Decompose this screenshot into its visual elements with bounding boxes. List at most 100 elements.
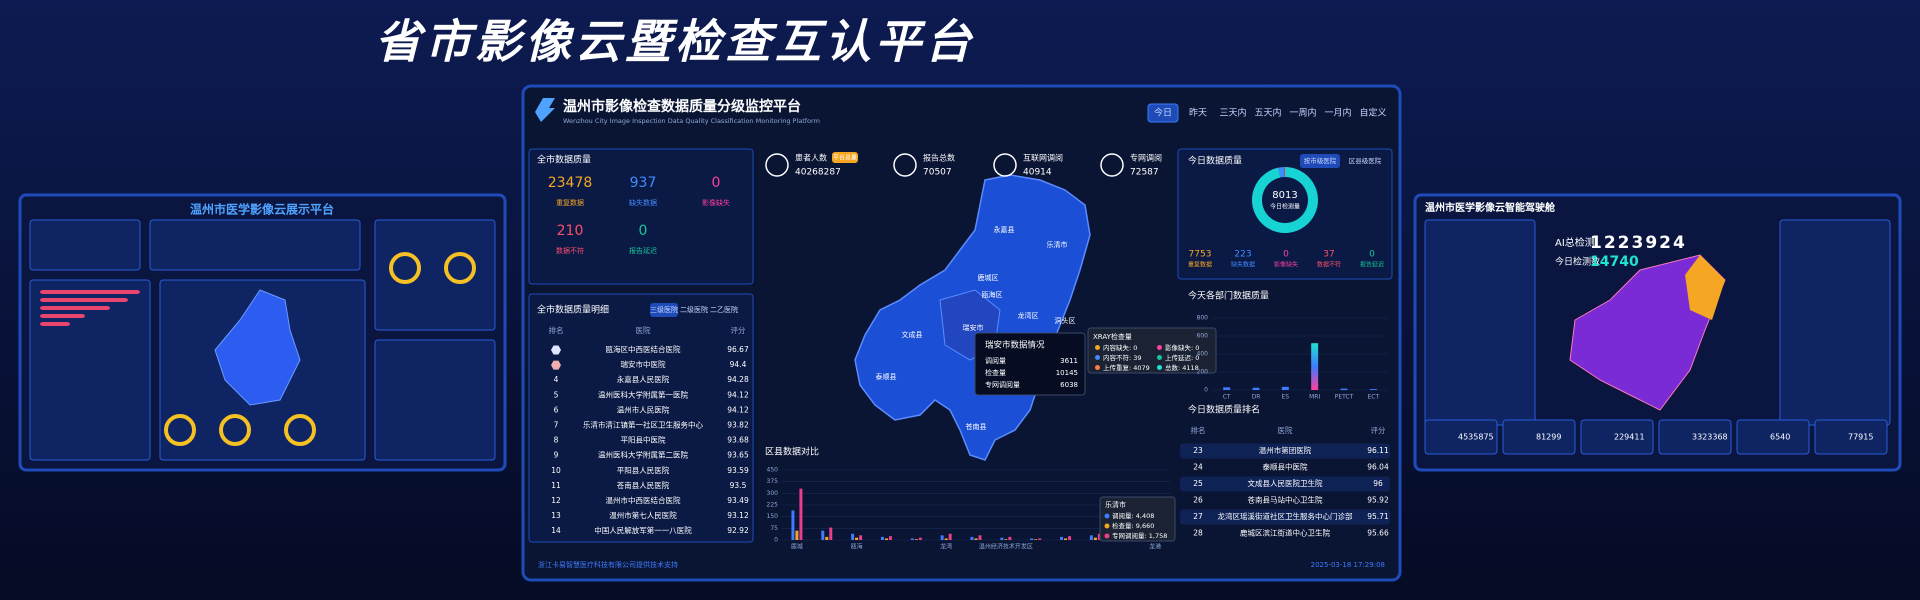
right-stat: 81299 bbox=[1536, 433, 1561, 442]
bar bbox=[1034, 539, 1038, 540]
map-label[interactable]: 瑞安市 bbox=[963, 323, 984, 332]
y-tick-label: 0 bbox=[1204, 387, 1208, 394]
map-label[interactable]: 瓯海区 bbox=[982, 290, 1003, 299]
today-value: 0 bbox=[1283, 250, 1289, 260]
center-title: 温州市影像检查数据质量分级监控平台 bbox=[563, 98, 801, 115]
x-tick-label: 龙湾 bbox=[940, 543, 952, 551]
quality-value: 0 bbox=[712, 175, 721, 191]
bar bbox=[855, 537, 859, 540]
map-label[interactable]: 永嘉县 bbox=[994, 225, 1015, 234]
table-cell: 6 bbox=[554, 405, 559, 414]
time-tab[interactable]: 一月内 bbox=[1324, 107, 1351, 119]
legend-swatch bbox=[1095, 365, 1100, 370]
bar bbox=[914, 539, 918, 540]
table-header: 排名 bbox=[549, 325, 564, 335]
today-label: 重复数据 bbox=[1188, 261, 1212, 269]
time-tab[interactable]: 五天内 bbox=[1254, 107, 1281, 119]
bar bbox=[1093, 537, 1097, 540]
bar bbox=[825, 536, 829, 540]
time-tab[interactable]: 自定义 bbox=[1359, 107, 1386, 119]
y-tick-label: 400 bbox=[1197, 351, 1209, 358]
map-label[interactable]: 乐清市 bbox=[1047, 240, 1068, 249]
table-cell: 94.4 bbox=[730, 360, 747, 369]
table-cell: 7 bbox=[554, 421, 559, 430]
row-stripe bbox=[1180, 443, 1390, 459]
table-cell: 泰顺县中医院 bbox=[1263, 462, 1308, 472]
map-label[interactable]: 龙湾区 bbox=[1018, 311, 1039, 320]
today-label: 影像缺失 bbox=[1274, 261, 1298, 269]
today-value: 7753 bbox=[1189, 250, 1212, 260]
table-cell: 温州医科大学附属第二医院 bbox=[598, 450, 688, 460]
bar bbox=[791, 510, 795, 540]
legend-dot bbox=[1104, 513, 1110, 519]
time-tab[interactable]: 今日 bbox=[1154, 107, 1172, 119]
tooltip-value: 10145 bbox=[1056, 369, 1078, 377]
x-tick-label: DR bbox=[1252, 394, 1261, 401]
medal-icon bbox=[551, 345, 561, 355]
center-subtitle: Wenzhou City Image Inspection Data Quali… bbox=[563, 117, 820, 125]
tooltip-value: 6038 bbox=[1060, 381, 1078, 389]
bar bbox=[1064, 538, 1068, 540]
time-tab[interactable]: 三天内 bbox=[1219, 107, 1246, 119]
stat-value: 72587 bbox=[1130, 168, 1159, 178]
bar bbox=[918, 537, 922, 540]
bar bbox=[884, 538, 888, 540]
decor-bar bbox=[40, 314, 85, 318]
y-tick-label: 225 bbox=[767, 502, 779, 509]
stat-icon bbox=[1100, 153, 1124, 177]
legend-dot bbox=[1104, 533, 1110, 539]
tooltip-label: 调阅量 bbox=[985, 356, 1006, 365]
map-label[interactable]: 洞头区 bbox=[1055, 316, 1076, 325]
y-tick-label: 75 bbox=[770, 525, 778, 532]
row-stripe bbox=[1180, 509, 1390, 525]
bar bbox=[851, 533, 855, 540]
bar bbox=[1000, 537, 1004, 540]
time-tab[interactable]: 昨天 bbox=[1189, 107, 1207, 119]
stat-icon bbox=[993, 153, 1017, 177]
today-label: 数据不符 bbox=[1317, 261, 1341, 269]
table-cell: 瓯海区中西医结合医院 bbox=[606, 344, 681, 354]
bar bbox=[910, 538, 914, 540]
stat-badge: 平台总量 bbox=[833, 154, 857, 162]
stat-box bbox=[1736, 419, 1810, 455]
tooltip-title: 瑞安市数据情况 bbox=[985, 340, 1045, 351]
map-label[interactable]: 泰顺县 bbox=[876, 372, 897, 381]
quality-label: 报告延迟 bbox=[629, 246, 657, 255]
today-tab[interactable]: 区县级医院 bbox=[1349, 156, 1382, 165]
table-cell: 5 bbox=[554, 390, 559, 399]
today-tab[interactable]: 按市级医院 bbox=[1304, 156, 1337, 165]
box bbox=[1424, 219, 1536, 426]
map-label[interactable]: 苍南县 bbox=[966, 422, 987, 431]
table-tab[interactable]: 三级医院 bbox=[650, 305, 678, 314]
table-cell: 苍南县马站中心卫生院 bbox=[1248, 495, 1323, 505]
table-cell: 26 bbox=[1193, 496, 1203, 505]
table-tab[interactable]: 二级医院 bbox=[680, 305, 708, 314]
ring-segment bbox=[1278, 167, 1285, 178]
table-cell: 95.66 bbox=[1367, 529, 1389, 538]
donut-value: 8013 bbox=[1272, 190, 1297, 201]
table-cell: 93.12 bbox=[727, 511, 749, 520]
chart-title: 区县数据对比 bbox=[765, 446, 819, 458]
ring-segment bbox=[1252, 167, 1318, 233]
box-title: 全市数据质量 bbox=[537, 154, 591, 166]
x-tick-label: ES bbox=[1282, 394, 1290, 401]
time-tab[interactable]: 一周内 bbox=[1289, 107, 1316, 119]
y-tick-label: 0 bbox=[774, 537, 778, 544]
quality-label: 缺失数据 bbox=[629, 198, 657, 207]
box bbox=[149, 219, 361, 271]
box bbox=[1779, 219, 1891, 426]
legend-swatch bbox=[1157, 345, 1162, 350]
tooltip-title: XRAY检查量 bbox=[1093, 332, 1132, 341]
today-value: 37 bbox=[1323, 250, 1334, 260]
x-tick-label: ECT bbox=[1368, 394, 1380, 401]
y-tick-label: 450 bbox=[767, 467, 779, 474]
right-stat: 3323368 bbox=[1692, 433, 1728, 442]
map-label[interactable]: 鹿城区 bbox=[978, 273, 999, 282]
bar bbox=[1340, 388, 1348, 390]
map-label[interactable]: 文成县 bbox=[902, 330, 923, 339]
bar bbox=[795, 530, 799, 540]
legend-swatch bbox=[1157, 365, 1162, 370]
table-tab[interactable]: 二乙医院 bbox=[710, 305, 738, 314]
stat-value: 40268287 bbox=[795, 168, 841, 178]
table-cell: 94.28 bbox=[727, 375, 749, 384]
